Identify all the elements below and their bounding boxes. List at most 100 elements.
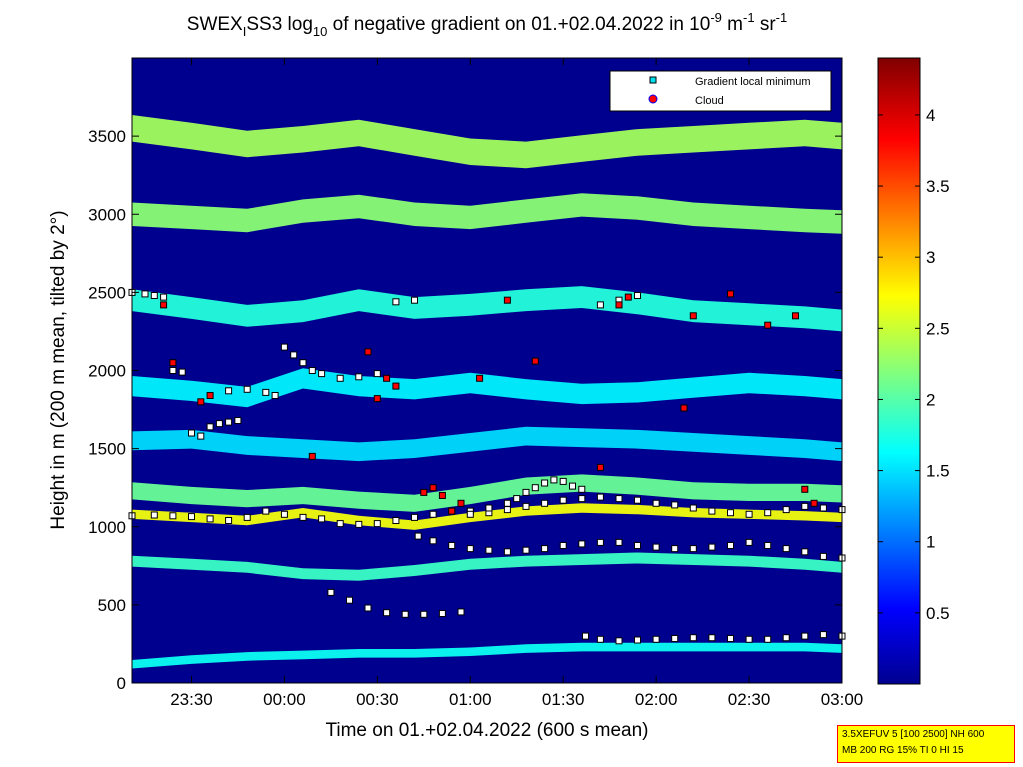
gradient-minimum-point (782, 545, 790, 553)
gradient-minimum-point (234, 417, 242, 424)
gradient-minimum-point (727, 509, 734, 517)
chart-title: SWEXISS3 log10 of negative gradient on 0… (187, 10, 787, 39)
gradient-minimum-point (414, 532, 422, 540)
gradient-minimum-point (503, 499, 511, 507)
gradient-minimum-point (652, 499, 660, 507)
heat-band-9 (132, 426, 842, 462)
gradient-minimum-point (336, 374, 344, 382)
gradient-minimum-point (578, 485, 586, 493)
gradient-minimum-point (522, 502, 530, 510)
x-tick-label: 00:30 (356, 690, 399, 709)
info-line-2: MB 200 RG 15% TI 0 HI 15 (842, 745, 964, 756)
gradient-minimum-point (448, 542, 456, 549)
gradient-minimum-point (615, 637, 623, 645)
gradient-minimum-point (764, 542, 772, 549)
cloud-point (810, 499, 818, 507)
gradient-minimum-point (634, 292, 641, 299)
gradient-minimum-point (634, 636, 641, 644)
legend-box (609, 70, 832, 112)
y-tick-label: 1000 (88, 518, 126, 537)
x-tick-label: 03:00 (821, 690, 864, 709)
gradient-minimum-point (671, 501, 679, 509)
heat-band-8 (132, 368, 842, 408)
gradient-minimum-point (541, 479, 549, 487)
gradient-minimum-point (652, 543, 660, 551)
gradient-minimum-point (299, 513, 307, 521)
cloud-point (392, 382, 400, 390)
legend: Gradient local minimum Cloud (609, 70, 832, 112)
gradient-minimum-point (569, 482, 576, 490)
cloud-point (689, 312, 697, 320)
gradient-minimum-point (299, 359, 307, 367)
gradient-minimum-point (411, 513, 418, 521)
gradient-minimum-point (429, 537, 437, 545)
cloud-point (476, 374, 484, 382)
x-tick-label: 23:30 (170, 690, 213, 709)
cloud-point (308, 452, 316, 460)
cloud-point (429, 484, 437, 492)
heat-band-3 (132, 552, 842, 581)
plot-area (128, 57, 846, 684)
gradient-minimum-point (522, 488, 530, 496)
heat-band-7 (132, 286, 842, 332)
y-tick-label: 2500 (88, 283, 126, 302)
gradient-minimum-point (708, 543, 716, 551)
gradient-minimum-point (401, 610, 409, 618)
y-tick-label: 1500 (88, 440, 126, 459)
gradient-minimum-point (392, 298, 400, 306)
colorbar-tick-label: 1.5 (926, 462, 950, 481)
cloud-point (448, 507, 456, 515)
colorbar: 0.5 1 1.5 2 2.5 3 3.5 4 (877, 57, 950, 685)
gradient-minimum-point (634, 542, 641, 549)
settings-info-box: 3.5XEFUV 5 [100 2500] NH 600 MB 200 RG 1… (837, 725, 1015, 763)
gradient-minimum-point (634, 496, 641, 504)
heat-band-5 (132, 115, 842, 169)
cloud-point (615, 301, 623, 309)
cloud-point (197, 398, 205, 406)
gradient-minimum-point (308, 367, 316, 374)
gradient-minimum-point (541, 545, 549, 553)
heat-band-4 (132, 642, 842, 669)
gradient-minimum-point (727, 635, 734, 642)
heat-band-1 (132, 503, 842, 530)
gradient-minimum-point (708, 634, 716, 642)
gradient-minimum-point (671, 635, 679, 642)
gradient-minimum-point (503, 548, 511, 556)
gradient-minimum-point (169, 367, 177, 374)
cloud-point (727, 290, 734, 298)
gradient-minimum-point (364, 604, 372, 612)
gradient-minimum-point (559, 542, 567, 549)
cloud-point (531, 357, 539, 365)
gradient-minimum-point (318, 515, 326, 523)
colorbar-tick-label: 3 (926, 248, 935, 267)
x-axis: 23:30 00:00 00:30 01:00 01:30 02:00 02:30 03:00 (170, 58, 863, 709)
gradient-minimum-point (531, 484, 539, 492)
colorbar-tick-label: 0.5 (926, 604, 950, 623)
cloud-point (206, 392, 214, 399)
gradient-minimum-point (745, 510, 753, 518)
y-tick-label: 2000 (88, 362, 126, 381)
gradient-minimum-point (355, 373, 363, 381)
gradient-minimum-point (225, 387, 233, 395)
gradient-minimum-point (745, 538, 753, 546)
gradient-minimum-point (782, 506, 790, 514)
gradient-minimum-point (327, 588, 335, 596)
gradient-minimum-point (689, 545, 697, 553)
gradient-minimum-point (457, 608, 465, 616)
info-line-1: 3.5XEFUV 5 [100 2500] NH 600 (842, 729, 985, 740)
gradient-minimum-point (485, 546, 493, 554)
cloud-point (169, 359, 177, 367)
gradient-minimum-point (671, 545, 679, 553)
gradient-minimum-point (582, 632, 589, 640)
gradient-minimum-point (652, 635, 660, 643)
cloud-point (438, 492, 446, 499)
gradient-minimum-point (745, 635, 753, 643)
gradient-minimum-point (150, 511, 158, 519)
cloud-point (457, 499, 465, 507)
gradient-minimum-point (336, 520, 344, 528)
gradient-minimum-point (708, 507, 716, 515)
gradient-minimum-point (550, 476, 558, 484)
gradient-minimum-point (206, 423, 214, 431)
gradient-minimum-point (615, 495, 623, 503)
